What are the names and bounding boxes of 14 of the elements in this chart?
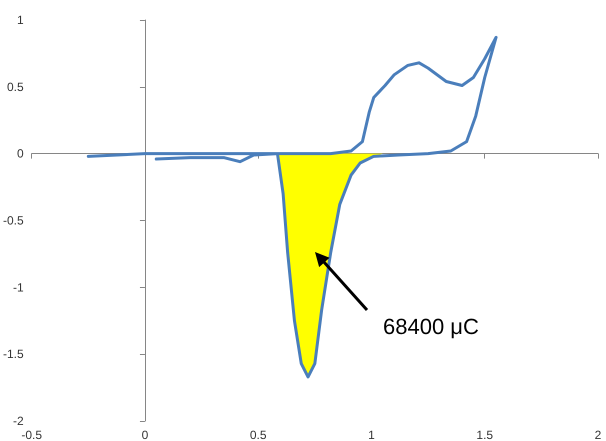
x-tick-label: 1 [368, 428, 376, 441]
y-tick-label: 0 [16, 146, 24, 161]
y-tick-label: 0.5 [6, 80, 24, 94]
y-tick-label: 1 [16, 13, 24, 27]
y-tick-label: -0.5 [2, 214, 24, 228]
y-tick-label: -2 [13, 414, 24, 428]
line-series [86, 36, 498, 378]
x-tick-label: 1.5 [476, 428, 494, 441]
y-tick-label: -1 [13, 280, 24, 294]
y-tick-label: -1.5 [2, 347, 24, 362]
annotation: 68400 μC [383, 314, 479, 339]
x-tick-label: 2 [594, 428, 602, 441]
x-tick-label: 0.5 [250, 428, 267, 441]
x-tick-label: 0 [142, 428, 149, 441]
